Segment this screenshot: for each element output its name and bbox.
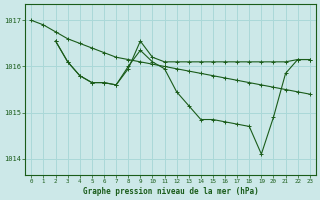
X-axis label: Graphe pression niveau de la mer (hPa): Graphe pression niveau de la mer (hPa) [83, 187, 259, 196]
